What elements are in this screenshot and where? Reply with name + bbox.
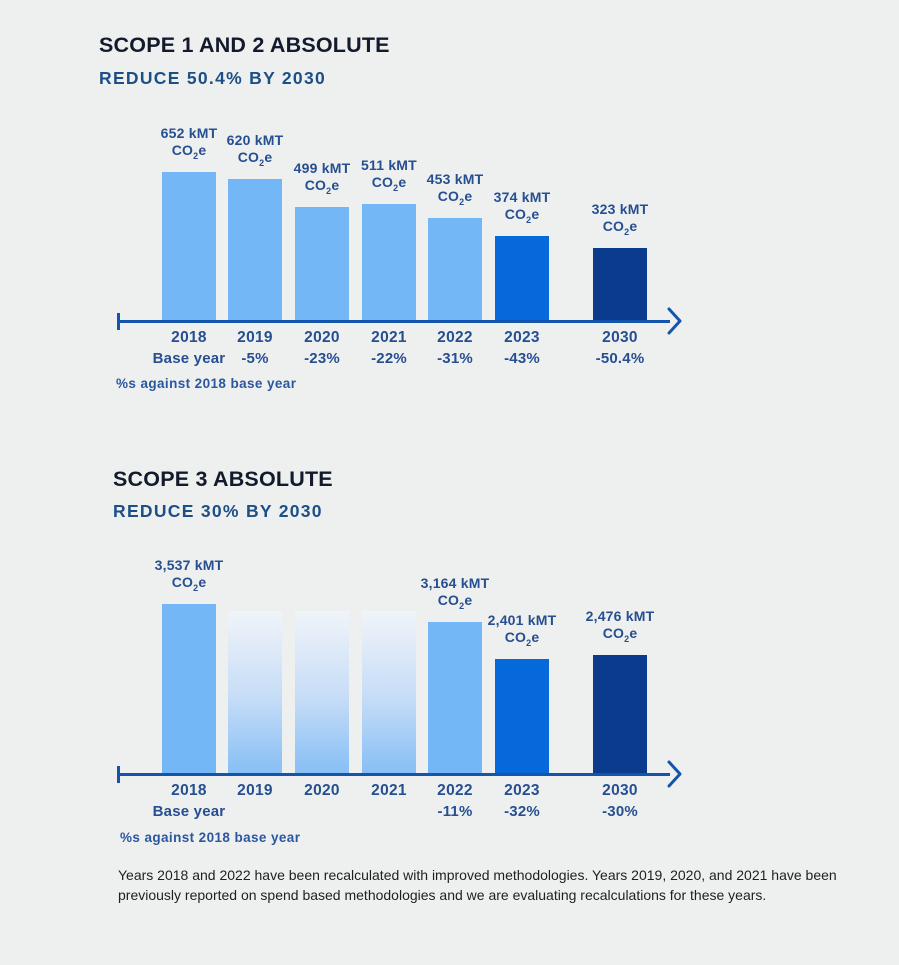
axis-arrow-icon	[667, 760, 682, 788]
bar-2022	[428, 218, 482, 322]
x-axis-label-2019: 2019	[237, 782, 273, 799]
bar-value-label-2018: 3,537 kMT CO2e	[154, 557, 224, 593]
methodology-footer-note: Years 2018 and 2022 have been recalculat…	[118, 867, 837, 903]
bar-value-label-2022: 453 kMT CO2e	[426, 171, 484, 207]
bar-2020	[295, 207, 349, 322]
chart1-axis-origin-tick	[117, 313, 120, 330]
bar-value-label-2023: 374 kMT CO2e	[493, 189, 551, 225]
chart1-plot: 652 kMT CO2e 620 kMT CO2e 499 kMT CO2e 511 kMT…	[117, 125, 682, 335]
x-axis-label-2018: 2018 Base year	[152, 782, 226, 820]
chart2-plot: 3,537 kMT CO2e 3,164 kMT CO2e 2,401 kMT CO2e 2…	[117, 557, 682, 788]
bar-2019	[228, 179, 282, 322]
x-axis-label-2030: 2030 -30%	[602, 782, 638, 820]
bar-value-label-2030: 323 kMT CO2e	[591, 201, 649, 237]
chart1-footnote: %s against 2018 base year	[116, 376, 297, 391]
bar-value-label-2023: 2,401 kMT CO2e	[487, 612, 557, 648]
x-axis-label-2020: 2020	[304, 782, 340, 799]
bar-value-label-2019: 620 kMT CO2e	[226, 132, 284, 168]
x-axis-label-2030: 2030 -50.4%	[595, 329, 645, 367]
bar-value-label-2018: 652 kMT CO2e	[160, 125, 218, 161]
bar-value-label-2020: 499 kMT CO2e	[293, 160, 351, 196]
chart2-subtitle: REDUCE 30% BY 2030	[113, 501, 323, 521]
bar-2019	[228, 611, 282, 775]
chart1-subtitle: REDUCE 50.4% BY 2030	[99, 68, 327, 88]
chart1-axis-line	[118, 320, 670, 323]
bar-2018	[162, 172, 216, 322]
x-axis-label-2021: 2021	[371, 782, 407, 799]
bar-value-label-2030: 2,476 kMT CO2e	[585, 608, 655, 644]
bar-2023	[495, 659, 549, 775]
chart1-title: SCOPE 1 AND 2 ABSOLUTE	[99, 33, 390, 57]
bar-2030	[593, 655, 647, 775]
x-axis-label-2022: 2022 -11%	[437, 782, 473, 820]
x-axis-label-2018: 2018 Base year	[152, 329, 226, 367]
x-axis-label-2021: 2021 -22%	[371, 329, 407, 367]
chart2-axis-line	[118, 773, 670, 776]
chart1-x-axis-labels: 2018 Base year 2019 -5% 2020 -23% 2021 -22% 2022…	[118, 329, 682, 375]
bar-2021	[362, 611, 416, 775]
bar-2018	[162, 604, 216, 775]
bar-2030	[593, 248, 647, 322]
x-axis-label-2022: 2022 -31%	[437, 329, 473, 367]
chart2-x-axis-labels: 2018 Base year 2019 2020 2021 2022 -11% 2023 -32…	[118, 782, 682, 828]
x-axis-label-2023: 2023 -32%	[504, 782, 540, 820]
bar-2023	[495, 236, 549, 322]
chart2-title: SCOPE 3 ABSOLUTE	[113, 467, 333, 491]
bar-2022	[428, 622, 482, 775]
x-axis-label-2019: 2019 -5%	[237, 329, 273, 367]
axis-arrow-icon	[667, 307, 682, 335]
x-axis-label-2023: 2023 -43%	[504, 329, 540, 367]
bar-2021	[362, 204, 416, 322]
bar-2020	[295, 611, 349, 775]
chart2-footnote: %s against 2018 base year	[120, 830, 301, 845]
x-axis-label-2020: 2020 -23%	[304, 329, 340, 367]
bar-value-label-2021: 511 kMT CO2e	[361, 157, 417, 193]
bar-value-label-2022: 3,164 kMT CO2e	[420, 575, 490, 611]
chart2-axis-origin-tick	[117, 766, 120, 783]
